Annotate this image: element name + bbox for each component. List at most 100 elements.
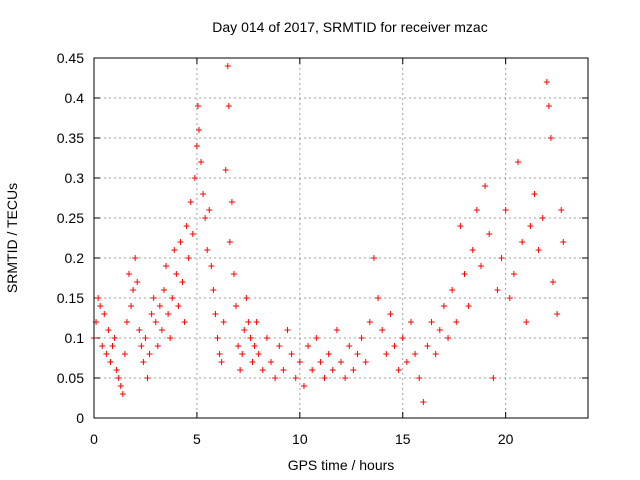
data-point bbox=[284, 327, 291, 333]
data-point bbox=[228, 199, 235, 205]
data-point bbox=[101, 311, 108, 317]
data-point bbox=[134, 279, 141, 285]
data-point bbox=[125, 271, 132, 277]
y-tick-label: 0.2 bbox=[65, 250, 85, 266]
data-point bbox=[416, 375, 423, 381]
data-point bbox=[395, 367, 402, 373]
data-point bbox=[445, 335, 452, 341]
data-point bbox=[305, 343, 312, 349]
data-point bbox=[424, 343, 431, 349]
x-tick-label: 15 bbox=[395, 431, 411, 447]
data-point bbox=[123, 319, 130, 325]
data-point bbox=[97, 303, 104, 309]
data-point bbox=[103, 351, 110, 357]
data-point bbox=[346, 343, 353, 349]
data-point bbox=[550, 279, 557, 285]
data-point bbox=[255, 351, 262, 357]
data-point bbox=[403, 359, 410, 365]
data-point bbox=[121, 351, 128, 357]
data-point bbox=[249, 359, 256, 365]
data-point bbox=[428, 319, 435, 325]
data-point bbox=[477, 263, 484, 269]
data-point bbox=[560, 239, 567, 245]
data-point bbox=[148, 311, 155, 317]
data-point bbox=[146, 351, 153, 357]
data-point bbox=[545, 103, 552, 109]
data-point bbox=[193, 143, 200, 149]
grid bbox=[94, 58, 588, 418]
data-point bbox=[268, 359, 275, 365]
data-point bbox=[99, 343, 106, 349]
data-point bbox=[251, 343, 258, 349]
y-tick-label: 0 bbox=[76, 410, 84, 426]
data-point bbox=[212, 311, 219, 317]
data-point bbox=[375, 295, 382, 301]
data-point bbox=[165, 311, 172, 317]
data-point bbox=[317, 359, 324, 365]
data-point bbox=[198, 159, 205, 165]
data-point bbox=[109, 343, 116, 349]
data-point bbox=[338, 359, 344, 365]
data-point bbox=[189, 231, 196, 237]
data-point bbox=[216, 351, 223, 357]
data-point bbox=[490, 375, 497, 381]
data-point bbox=[183, 223, 190, 229]
data-point bbox=[379, 327, 386, 333]
data-point bbox=[370, 255, 377, 261]
data-point bbox=[539, 215, 546, 221]
data-point bbox=[420, 399, 427, 405]
data-point bbox=[210, 287, 217, 293]
data-point bbox=[280, 367, 287, 373]
data-point bbox=[156, 303, 163, 309]
data-point bbox=[436, 327, 443, 333]
data-point bbox=[175, 303, 182, 309]
y-tick-label: 0.1 bbox=[65, 330, 85, 346]
data-point bbox=[300, 383, 307, 389]
y-tick-label: 0.45 bbox=[57, 50, 84, 66]
data-point bbox=[535, 247, 542, 253]
chart-title: Day 014 of 2017, SRMTID for receiver mza… bbox=[212, 19, 487, 35]
x-tick-label: 5 bbox=[193, 431, 201, 447]
data-point bbox=[457, 223, 464, 229]
data-point bbox=[220, 319, 227, 325]
data-point bbox=[177, 239, 184, 245]
data-point bbox=[333, 327, 340, 333]
data-point bbox=[554, 311, 561, 317]
data-point bbox=[105, 327, 112, 333]
data-point bbox=[519, 239, 526, 245]
plot-frame bbox=[93, 57, 589, 419]
data-point bbox=[391, 343, 398, 349]
data-point bbox=[296, 359, 303, 365]
data-point bbox=[243, 295, 250, 301]
data-point bbox=[119, 391, 126, 397]
data-point bbox=[136, 327, 143, 333]
data-point bbox=[321, 375, 328, 381]
data-point bbox=[163, 263, 170, 269]
data-point bbox=[237, 367, 244, 373]
y-tick-label: 0.4 bbox=[65, 90, 85, 106]
data-point bbox=[245, 319, 252, 325]
data-point bbox=[309, 367, 316, 373]
data-point bbox=[292, 375, 299, 381]
data-point bbox=[113, 367, 120, 373]
data-points bbox=[91, 63, 567, 405]
data-point bbox=[465, 303, 472, 309]
data-point bbox=[204, 247, 211, 253]
data-point bbox=[498, 255, 505, 261]
y-axis-label: SRMTID / TECUs bbox=[4, 183, 20, 293]
data-point bbox=[494, 287, 501, 293]
data-point bbox=[111, 335, 118, 341]
y-tick-labels: 0 0.05 0.1 0.15 0.2 0.25 0.3 0.35 0.4 0.45 bbox=[57, 50, 84, 426]
data-point bbox=[288, 351, 295, 357]
data-point bbox=[263, 335, 270, 341]
data-point bbox=[130, 287, 137, 293]
data-point bbox=[239, 351, 246, 357]
data-point bbox=[272, 375, 279, 381]
data-point bbox=[399, 335, 406, 341]
data-point bbox=[342, 375, 349, 381]
data-point bbox=[150, 295, 157, 301]
data-point bbox=[558, 207, 565, 213]
data-point bbox=[167, 335, 174, 341]
data-point bbox=[200, 191, 207, 197]
data-point bbox=[531, 191, 538, 197]
